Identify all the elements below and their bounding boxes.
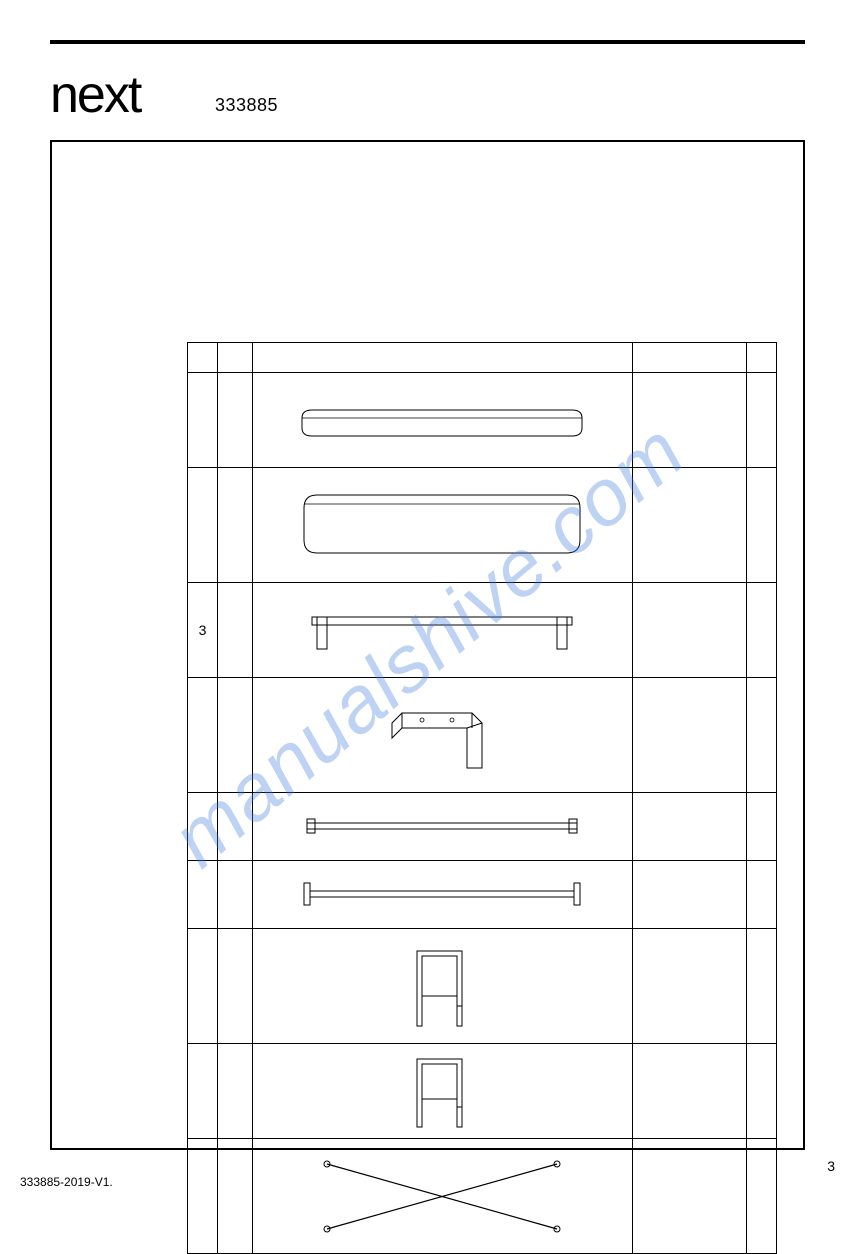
part-diagram-cell bbox=[252, 468, 632, 583]
header-cell bbox=[632, 343, 747, 373]
table-row bbox=[188, 793, 777, 861]
part-diagram-cell bbox=[252, 861, 632, 929]
side-leg-frame-right-icon bbox=[382, 1049, 502, 1134]
table-row bbox=[188, 373, 777, 468]
row-cell-d bbox=[632, 861, 747, 929]
row-cell-e bbox=[747, 793, 777, 861]
page-frame: 3 bbox=[50, 140, 805, 1150]
row-cell-e bbox=[747, 468, 777, 583]
row-label-b bbox=[217, 468, 252, 583]
table-row bbox=[188, 1139, 777, 1254]
row-label-a bbox=[188, 793, 218, 861]
row-label-b bbox=[217, 929, 252, 1044]
flat-rail-top-icon bbox=[292, 807, 592, 847]
table-row: 3 bbox=[188, 583, 777, 678]
row-label-a bbox=[188, 929, 218, 1044]
footer-page-number: 3 bbox=[827, 1158, 835, 1174]
header-cell bbox=[252, 343, 632, 373]
top-rule bbox=[50, 40, 805, 44]
row-label-b bbox=[217, 583, 252, 678]
row-label-a bbox=[188, 861, 218, 929]
top-rail-bar-icon bbox=[292, 595, 592, 665]
row-cell-d bbox=[632, 583, 747, 678]
header-cell bbox=[188, 343, 218, 373]
row-cell-d bbox=[632, 1139, 747, 1254]
row-cell-e bbox=[747, 861, 777, 929]
parts-table: 3 bbox=[187, 342, 777, 1254]
row-cell-d bbox=[632, 1044, 747, 1139]
row-cell-e bbox=[747, 929, 777, 1044]
row-label-b bbox=[217, 373, 252, 468]
row-label-a bbox=[188, 373, 218, 468]
row-label-a bbox=[188, 468, 218, 583]
row-cell-e bbox=[747, 1044, 777, 1139]
row-label-a bbox=[188, 1044, 218, 1139]
wide-shelf-board-icon bbox=[292, 480, 592, 570]
table-row bbox=[188, 1044, 777, 1139]
row-label-b bbox=[217, 793, 252, 861]
row-cell-d bbox=[632, 929, 747, 1044]
row-cell-e bbox=[747, 583, 777, 678]
flat-rail-bottom-icon bbox=[292, 875, 592, 915]
row-cell-d bbox=[632, 793, 747, 861]
row-label-b bbox=[217, 1139, 252, 1254]
row-cell-d bbox=[632, 678, 747, 793]
manual-page: next 333885 bbox=[0, 0, 855, 1215]
long-shelf-board-icon bbox=[292, 390, 592, 450]
part-diagram-cell bbox=[252, 1044, 632, 1139]
table-header-row bbox=[188, 343, 777, 373]
row-label-a bbox=[188, 1139, 218, 1254]
row-label-b bbox=[217, 861, 252, 929]
row-label-b bbox=[217, 1044, 252, 1139]
part-diagram-cell bbox=[252, 1139, 632, 1254]
corner-bracket-icon bbox=[372, 688, 512, 783]
part-diagram-cell bbox=[252, 929, 632, 1044]
header-cell bbox=[217, 343, 252, 373]
part-diagram-cell bbox=[252, 793, 632, 861]
row-label-a: 3 bbox=[188, 583, 218, 678]
part-diagram-cell bbox=[252, 373, 632, 468]
row-cell-e bbox=[747, 678, 777, 793]
table-row bbox=[188, 929, 777, 1044]
cross-brace-icon bbox=[312, 1149, 572, 1244]
table-row bbox=[188, 468, 777, 583]
table-row bbox=[188, 861, 777, 929]
row-cell-e bbox=[747, 1139, 777, 1254]
header-cell bbox=[747, 343, 777, 373]
row-label-b bbox=[217, 678, 252, 793]
side-leg-frame-left-icon bbox=[382, 936, 502, 1036]
part-diagram-cell bbox=[252, 678, 632, 793]
brand-logo: next bbox=[50, 65, 140, 125]
row-cell-d bbox=[632, 468, 747, 583]
part-diagram-cell bbox=[252, 583, 632, 678]
footer-doc-code: 333885-2019-V1. bbox=[20, 1175, 113, 1189]
table-row bbox=[188, 678, 777, 793]
product-code: 333885 bbox=[215, 95, 278, 116]
row-label-a bbox=[188, 678, 218, 793]
row-cell-d bbox=[632, 373, 747, 468]
row-cell-e bbox=[747, 373, 777, 468]
